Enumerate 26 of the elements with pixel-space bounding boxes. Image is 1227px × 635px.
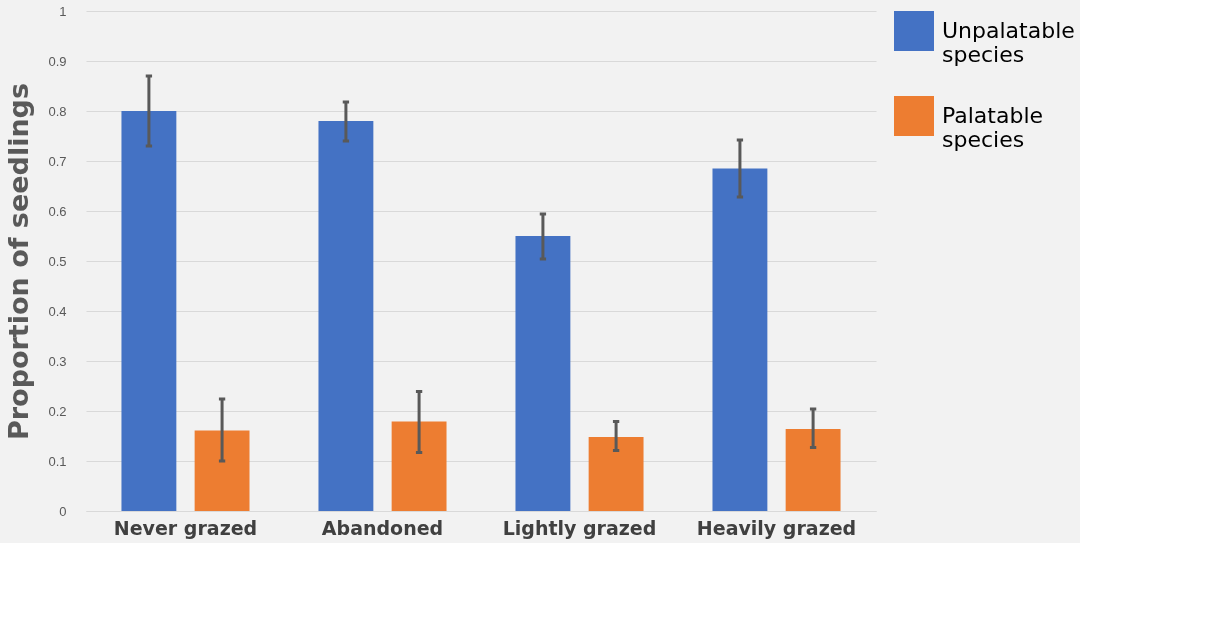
y-axis-title: Proportion of seedlings — [3, 82, 35, 441]
bar — [785, 429, 841, 511]
bar — [318, 121, 374, 511]
y-tick-label: 0.3 — [48, 353, 67, 369]
bar — [515, 236, 571, 511]
legend-label: Unpalatable species — [942, 18, 1075, 67]
y-tick-label: 1 — [59, 3, 67, 19]
y-tick-label: 0.7 — [48, 153, 67, 169]
y-tick-label: 0 — [59, 503, 67, 519]
y-tick-label: 0.5 — [48, 253, 67, 269]
x-tick-label: Lightly grazed — [502, 516, 657, 539]
legend-label: Palatable species — [942, 103, 1044, 152]
y-tick-label: 0.9 — [48, 53, 67, 69]
bar — [712, 168, 768, 511]
x-tick-label: Heavily grazed — [696, 516, 857, 539]
y-tick-label: 0.1 — [48, 453, 67, 469]
y-tick-label: 0.6 — [48, 203, 67, 219]
bar — [121, 111, 177, 511]
y-tick-label: 0.4 — [48, 303, 67, 319]
bar — [194, 430, 250, 511]
y-tick-label: 0.2 — [48, 403, 67, 419]
y-tick-label: 0.8 — [48, 103, 67, 119]
bar — [588, 437, 644, 511]
bar — [391, 421, 447, 511]
x-tick-label: Never grazed — [113, 516, 258, 539]
x-tick-label: Abandoned — [321, 516, 444, 539]
